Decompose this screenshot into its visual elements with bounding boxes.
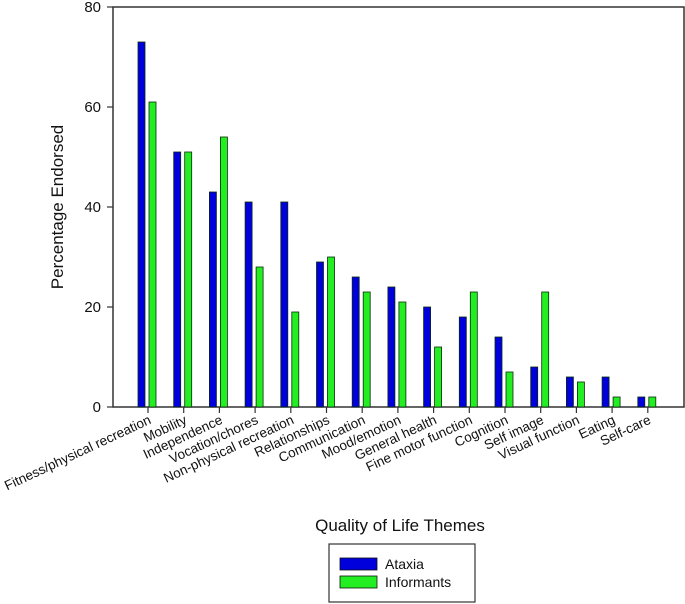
bar-ataxia [387,286,396,408]
x-tick-label: Fitness/physical recreation [2,412,153,493]
legend: Ataxia Informants [328,543,476,603]
bar-informants [362,291,371,408]
bar-informants [469,291,478,408]
legend-label-informants: Informants [385,574,451,590]
bar-informants [612,396,621,408]
bar-informants [255,266,264,408]
bar-ataxia [351,276,360,408]
bar-informants [434,346,443,408]
bar-informants [541,291,550,408]
bar-ataxia [601,376,610,408]
bar-ataxia [244,201,253,408]
bar-informants [505,371,514,408]
bar-informants [148,101,157,408]
legend-box [328,543,476,603]
y-tick-label: 20 [84,299,101,316]
y-tick-label: 60 [84,99,101,116]
y-tick-label: 80 [84,0,101,16]
legend-swatch-ataxia [339,557,378,571]
bar-informants [648,396,657,408]
bar-informants [398,301,407,408]
bar-ataxia [280,201,289,408]
legend-label-ataxia: Ataxia [385,556,424,572]
bars [137,41,657,408]
bar-ataxia [494,336,503,408]
bar-ataxia [208,191,217,408]
y-axis-title: Percentage Endorsed [48,125,67,289]
bar-ataxia [566,376,574,408]
x-axis-title: Quality of Life Themes [315,516,485,535]
bar-ataxia [458,316,467,408]
bar-informants [219,136,228,408]
y-tick-label: 40 [84,199,101,216]
x-axis: Fitness/physical recreationMobilityIndep… [2,407,653,493]
bar-informants [327,256,335,408]
bar-ataxia [316,261,324,408]
bar-informants [184,151,193,408]
bar-informants [291,311,300,408]
bar-ataxia [423,306,432,408]
bar-ataxia [637,396,646,408]
bar-ataxia [173,151,182,408]
bar-ataxia [137,41,146,408]
y-axis: 0 20 40 60 80 [84,0,113,416]
legend-swatch-informants [339,575,378,589]
bar-informants [577,381,585,408]
bar-ataxia [530,366,539,408]
y-tick-label: 0 [93,399,101,416]
